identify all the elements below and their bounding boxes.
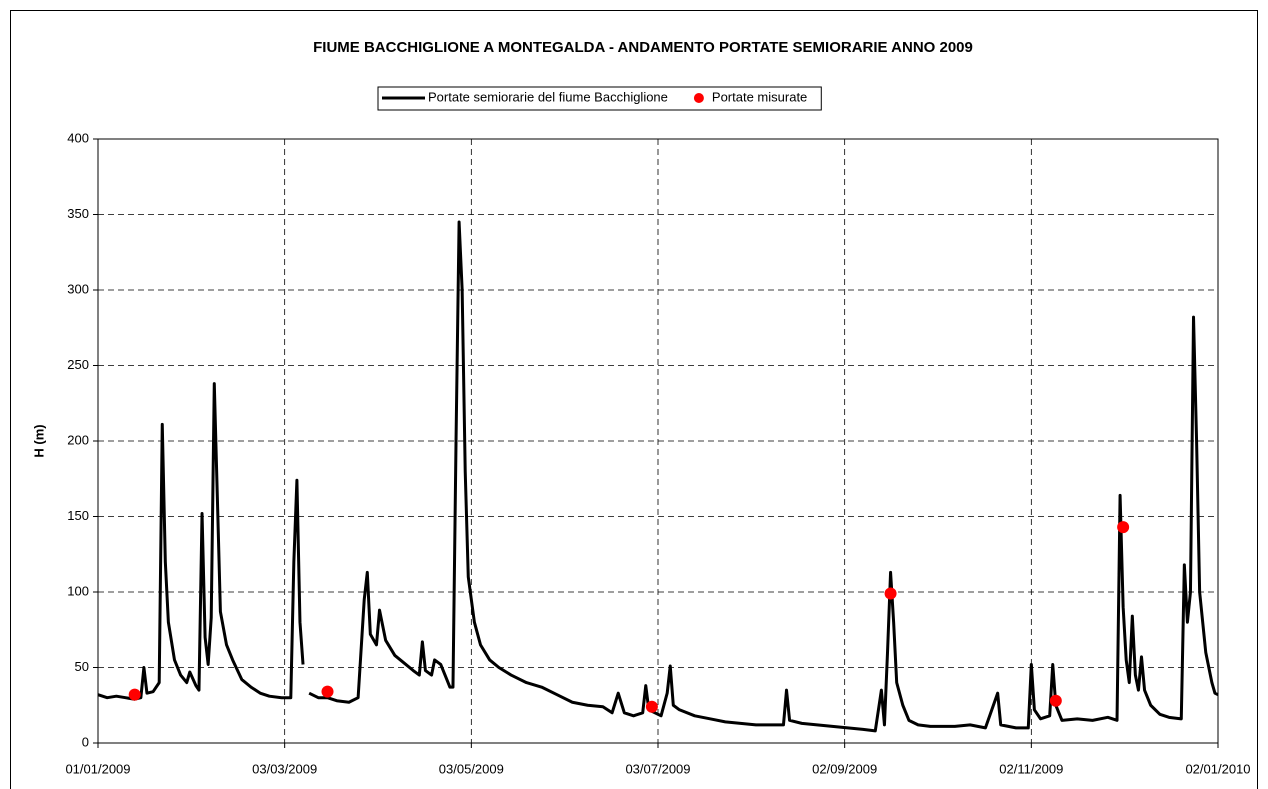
legend-swatch	[693, 93, 704, 103]
y-tick-label: 200	[67, 432, 89, 447]
x-tick-label: 03/03/2009	[252, 761, 317, 776]
legend-box	[377, 86, 822, 111]
x-tick-label: 02/09/2009	[812, 761, 877, 776]
y-tick-label: 0	[82, 734, 89, 749]
x-tick-label: 03/07/2009	[625, 761, 690, 776]
legend-label: Portate misurate	[712, 89, 807, 104]
y-tick-label: 250	[67, 357, 89, 372]
data-point	[645, 700, 658, 713]
x-tick-label: 03/05/2009	[439, 761, 504, 776]
x-tick-label: 02/01/2010	[1185, 761, 1250, 776]
legend-label: Portate semiorarie del fiume Bacchiglion…	[428, 89, 668, 104]
data-point	[128, 688, 141, 701]
y-tick-label: 400	[67, 130, 89, 145]
y-axis-label: H (m)	[31, 424, 46, 457]
data-point	[884, 587, 897, 600]
x-tick-label: 01/01/2009	[65, 761, 130, 776]
y-tick-label: 300	[67, 281, 89, 296]
data-point	[321, 685, 334, 698]
data-line	[97, 220, 1219, 733]
x-tick-label: 02/11/2009	[999, 761, 1063, 776]
data-point	[1117, 521, 1130, 534]
y-tick-label: 150	[67, 508, 89, 523]
y-tick-label: 350	[67, 206, 89, 221]
data-point	[1049, 694, 1062, 707]
y-tick-label: 100	[67, 583, 89, 598]
chart-title: FIUME BACCHIGLIONE A MONTEGALDA - ANDAME…	[313, 39, 973, 56]
y-tick-label: 50	[75, 659, 89, 674]
